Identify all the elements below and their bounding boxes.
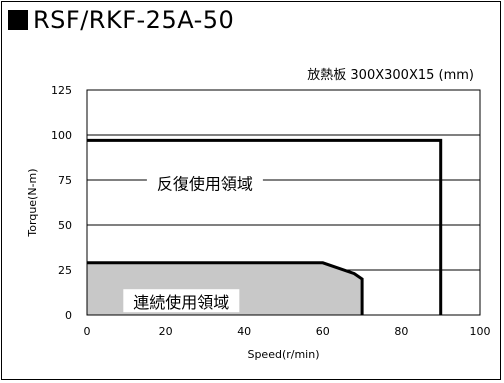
grid-lines: [87, 134, 480, 271]
y-tick-label: 100: [51, 129, 72, 142]
y-tick-label: 25: [58, 264, 72, 277]
title-square-icon: [8, 10, 28, 30]
chart-title: RSF/RKF-25A-50: [8, 5, 234, 35]
region-label-bg: [146, 170, 263, 194]
region-label: 連続使用領域: [133, 293, 229, 312]
y-tick-label: 0: [65, 309, 72, 322]
x-tick-label: 20: [159, 325, 173, 338]
y-axis-ticks: 0 25 50 75 100 125: [51, 84, 72, 322]
region-label: 反復使用領域: [157, 174, 253, 193]
region-label-bg: [123, 289, 240, 313]
y-axis-label: Torque(N-m): [26, 168, 39, 237]
x-axis-ticks: 0 20 40 60 80 100: [84, 325, 491, 338]
chart-title-text: RSF/RKF-25A-50: [33, 6, 235, 34]
chart-subtitle: 放熱板 300X300X15 (mm): [307, 68, 474, 83]
x-tick-label: 0: [84, 325, 91, 338]
x-tick-label: 40: [237, 325, 251, 338]
x-tick-label: 100: [470, 325, 491, 338]
x-tick-label: 60: [316, 325, 330, 338]
y-tick-label: 75: [58, 174, 72, 187]
x-axis-label: Speed(r/min): [247, 348, 319, 361]
y-tick-label: 125: [51, 84, 72, 97]
region-boundary: [87, 261, 364, 315]
y-tick-label: 50: [58, 219, 72, 232]
x-tick-label: 80: [394, 325, 408, 338]
region-boundary: [87, 138, 443, 315]
regions-layer: [87, 138, 443, 315]
plot-border: [86, 89, 481, 316]
